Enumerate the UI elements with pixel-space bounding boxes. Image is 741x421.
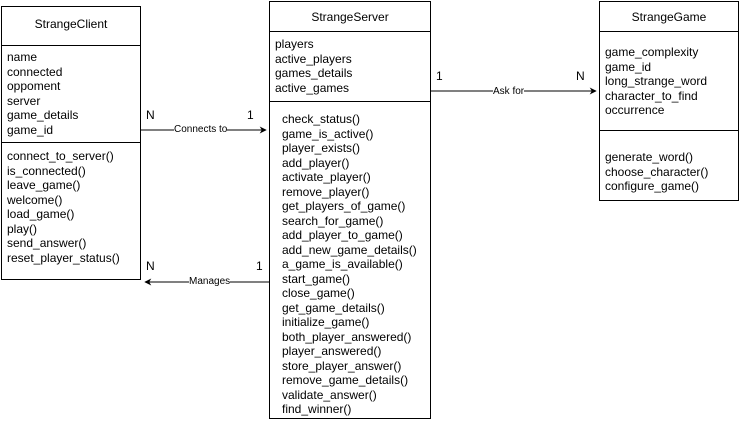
method: connect_to_server() [7, 149, 114, 163]
attribute: games_details [275, 66, 353, 80]
attribute: server [7, 93, 41, 108]
attribute: active_players [275, 51, 352, 66]
attribute: long_strange_word [605, 74, 708, 88]
attribute: active_games [275, 80, 350, 95]
attribute: occurrence [605, 103, 665, 117]
method: player_exists() [282, 141, 361, 155]
class-strange-server[interactable]: StrangeServer players active_players gam… [269, 1, 431, 419]
attributes-section: name connected oppoment server game_deta… [2, 46, 140, 143]
method: both_player_answered() [282, 329, 412, 344]
method: configure_game() [605, 179, 700, 193]
method: choose_character() [605, 164, 709, 179]
method: remove_player() [282, 184, 370, 199]
method: add_player() [282, 155, 350, 170]
method: leave_game() [7, 178, 81, 192]
method: game_is_active() [282, 126, 374, 141]
class-strange-client[interactable]: StrangeClient name connected oppoment se… [1, 6, 141, 280]
ask-for-source-multiplicity: 1 [436, 69, 443, 83]
connects-to-label: Connects to [174, 124, 228, 136]
attributes-section: players active_players games_details act… [270, 32, 430, 102]
method: player_answered() [282, 344, 382, 358]
attribute: game_details [7, 108, 79, 122]
method: reset_player_status() [7, 250, 120, 265]
method: initialize_game() [282, 315, 370, 329]
attribute: game_id [7, 122, 54, 137]
attributes-section: game_complexity game_id long_strange_wor… [600, 32, 738, 131]
methods-section: check_status() game_is_active() player_e… [270, 102, 430, 417]
connects-to-source-multiplicity: N [146, 108, 155, 122]
methods-section: generate_word() choose_character() confi… [600, 131, 738, 194]
method: get_game_details() [282, 300, 385, 315]
class-title: StrangeServer [270, 2, 430, 32]
method: generate_word() [605, 150, 694, 164]
method: get_players_of_game() [282, 199, 406, 213]
method: add_player_to_game() [282, 228, 403, 242]
class-title: StrangeClient [2, 7, 140, 46]
method: check_status() [282, 112, 361, 126]
method: send_answer() [7, 236, 87, 250]
attribute: connected [7, 64, 63, 79]
method: activate_player() [282, 170, 371, 184]
class-title: StrangeGame [600, 2, 738, 32]
method: remove_game_details() [282, 373, 409, 387]
method: start_game() [282, 271, 351, 286]
method: add_new_game_details() [282, 242, 417, 257]
attribute: players [275, 37, 314, 51]
class-strange-game[interactable]: StrangeGame game_complexity game_id long… [599, 1, 739, 201]
method: is_connected() [7, 163, 86, 178]
attribute: game_complexity [605, 45, 699, 59]
method: close_game() [282, 286, 355, 300]
ask-for-label: Ask for [493, 86, 525, 98]
attribute: oppoment [7, 79, 61, 93]
ask-for-target-multiplicity: N [576, 69, 585, 83]
connects-to-target-multiplicity: 1 [247, 108, 254, 122]
method: store_player_answer() [282, 358, 402, 373]
method: load_game() [7, 207, 75, 221]
manages-label: Manages [189, 276, 231, 288]
manages-source-multiplicity: 1 [256, 259, 263, 273]
method: welcome() [7, 192, 63, 207]
attribute: name [7, 50, 38, 64]
method: play() [7, 221, 38, 236]
method: find_winner() [282, 402, 352, 416]
attribute: character_to_find [605, 88, 698, 103]
attribute: game_id [605, 59, 652, 74]
manages-target-multiplicity: N [146, 259, 155, 273]
methods-section: connect_to_server() is_connected() leave… [2, 143, 140, 265]
method: search_for_game() [282, 213, 384, 228]
method: a_game_is_available() [282, 257, 403, 271]
method: validate_answer() [282, 387, 377, 402]
